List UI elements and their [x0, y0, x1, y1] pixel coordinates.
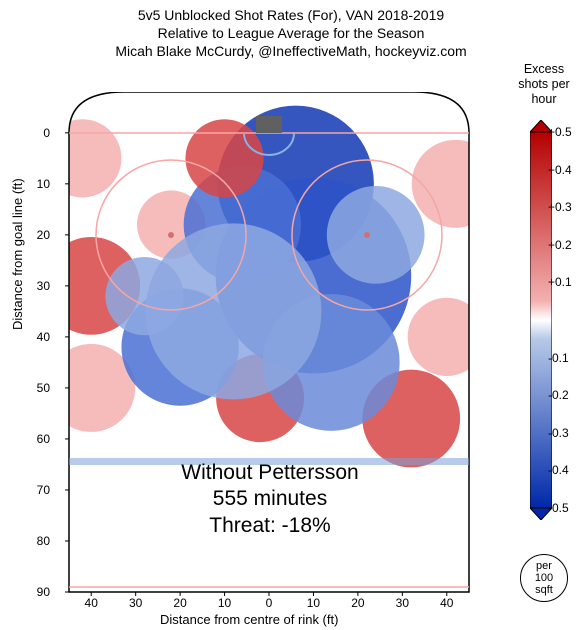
y-tick: 80	[20, 534, 50, 548]
x-tick: 10	[301, 596, 325, 610]
heatmap-blob	[327, 186, 425, 284]
x-tick: 40	[79, 596, 103, 610]
faceoff-dot-left	[168, 232, 174, 238]
colorbar	[530, 120, 552, 520]
y-axis-label: Distance from goal line (ft)	[10, 178, 25, 330]
per-100-label: per100sqft	[521, 560, 567, 596]
colorbar-tick: +0.2	[548, 238, 572, 252]
title-line-1: 5v5 Unblocked Shot Rates (For), VAN 2018…	[0, 6, 582, 24]
annotation-line-1: Without Pettersson	[120, 460, 420, 486]
colorbar-tick: +0.5	[548, 125, 572, 139]
y-tick: 50	[20, 381, 50, 395]
chart-annotation: Without Pettersson 555 minutes Threat: -…	[120, 460, 420, 539]
y-tick: 30	[20, 279, 50, 293]
colorbar-tick: -0.4	[548, 463, 569, 477]
chart-title: 5v5 Unblocked Shot Rates (For), VAN 2018…	[0, 0, 582, 61]
heatmap-blobs	[54, 106, 484, 468]
heatmap-blob	[105, 257, 183, 335]
colorbar-tick: -0.2	[548, 388, 569, 402]
colorbar-tick: +0.1	[548, 275, 572, 289]
heatmap-blob	[408, 298, 484, 376]
x-tick: 20	[346, 596, 370, 610]
annotation-line-2: 555 minutes	[120, 486, 420, 512]
colorbar-tick: +0.4	[548, 163, 572, 177]
annotation-line-3: Threat: -18%	[120, 513, 420, 539]
y-tick: 20	[20, 228, 50, 242]
colorbar-tick: -0.1	[548, 351, 569, 365]
y-tick: 70	[20, 483, 50, 497]
heatmap-blob	[54, 119, 121, 197]
x-tick: 20	[168, 596, 192, 610]
colorbar-tick: -0.5	[548, 501, 569, 515]
goal-net	[256, 116, 282, 133]
colorbar-tick: +0.3	[548, 200, 572, 214]
x-tick: 40	[435, 596, 459, 610]
x-axis-label: Distance from centre of rink (ft)	[160, 612, 338, 627]
title-line-3: Micah Blake McCurdy, @IneffectiveMath, h…	[0, 42, 582, 60]
y-tick: 90	[20, 585, 50, 599]
title-line-2: Relative to League Average for the Seaso…	[0, 24, 582, 42]
y-tick: 40	[20, 330, 50, 344]
heatmap-blob	[185, 119, 263, 197]
x-tick: 10	[213, 596, 237, 610]
y-tick: 10	[20, 177, 50, 191]
y-tick: 60	[20, 432, 50, 446]
per-100-sqft-badge: per100sqft	[520, 554, 568, 602]
colorbar-tick: -0.3	[548, 426, 569, 440]
x-tick: 30	[390, 596, 414, 610]
faceoff-dot-right	[364, 232, 370, 238]
x-tick: 0	[257, 596, 281, 610]
x-tick: 30	[124, 596, 148, 610]
colorbar-title: Excess shots per hour	[514, 62, 574, 107]
y-tick: 0	[20, 126, 50, 140]
